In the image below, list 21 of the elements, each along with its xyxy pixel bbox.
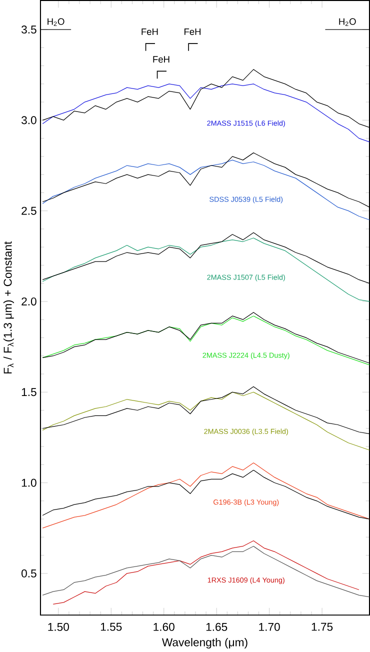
y-tick-label: 1.5 bbox=[22, 388, 36, 396]
y-axis-title: F$_{λ}$ / F$_{λ}$(1.3 μm) + Constant bbox=[3, 241, 14, 374]
annotation: FeH bbox=[142, 28, 158, 35]
annotation: H$_{2}$O bbox=[339, 18, 356, 26]
y-tick-label: 3.5 bbox=[22, 26, 36, 34]
x-tick-label: 1.50 bbox=[48, 622, 69, 631]
x-axis-title: Wavelength (μm) bbox=[162, 638, 248, 649]
y-tick-label: 1.0 bbox=[22, 478, 36, 487]
annotation: FeH bbox=[153, 56, 170, 63]
line-series bbox=[42, 160, 370, 220]
y-tick-label: 2.5 bbox=[22, 206, 36, 215]
x-tick-label: 1.70 bbox=[259, 622, 280, 631]
y-tick-label: 3.0 bbox=[22, 116, 36, 124]
y-tick-label: 2.0 bbox=[22, 297, 36, 306]
annotation: H$_{2}$O bbox=[48, 18, 64, 26]
x-tick-label: 1.55 bbox=[100, 622, 122, 631]
x-tick-label: 1.65 bbox=[206, 622, 228, 631]
x-tick-label: 1.75 bbox=[312, 622, 333, 631]
y-tick-label: 0.5 bbox=[22, 569, 36, 578]
annotation: FeH bbox=[184, 28, 201, 35]
x-tick-label: 1.60 bbox=[154, 622, 174, 631]
